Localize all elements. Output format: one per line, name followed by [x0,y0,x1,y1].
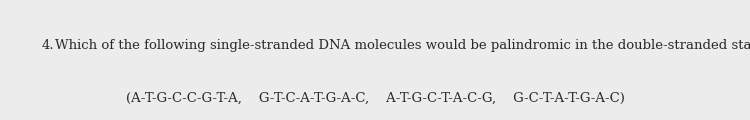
Text: Which of the following single-stranded DNA molecules would be palindromic in the: Which of the following single-stranded D… [55,39,750,52]
Text: 4.: 4. [41,39,54,52]
Text: (A-T-G-C-C-G-T-A,    G-T-C-A-T-G-A-C,    A-T-G-C-T-A-C-G,    G-C-T-A-T-G-A-C): (A-T-G-C-C-G-T-A, G-T-C-A-T-G-A-C, A-T-G… [125,92,625,105]
